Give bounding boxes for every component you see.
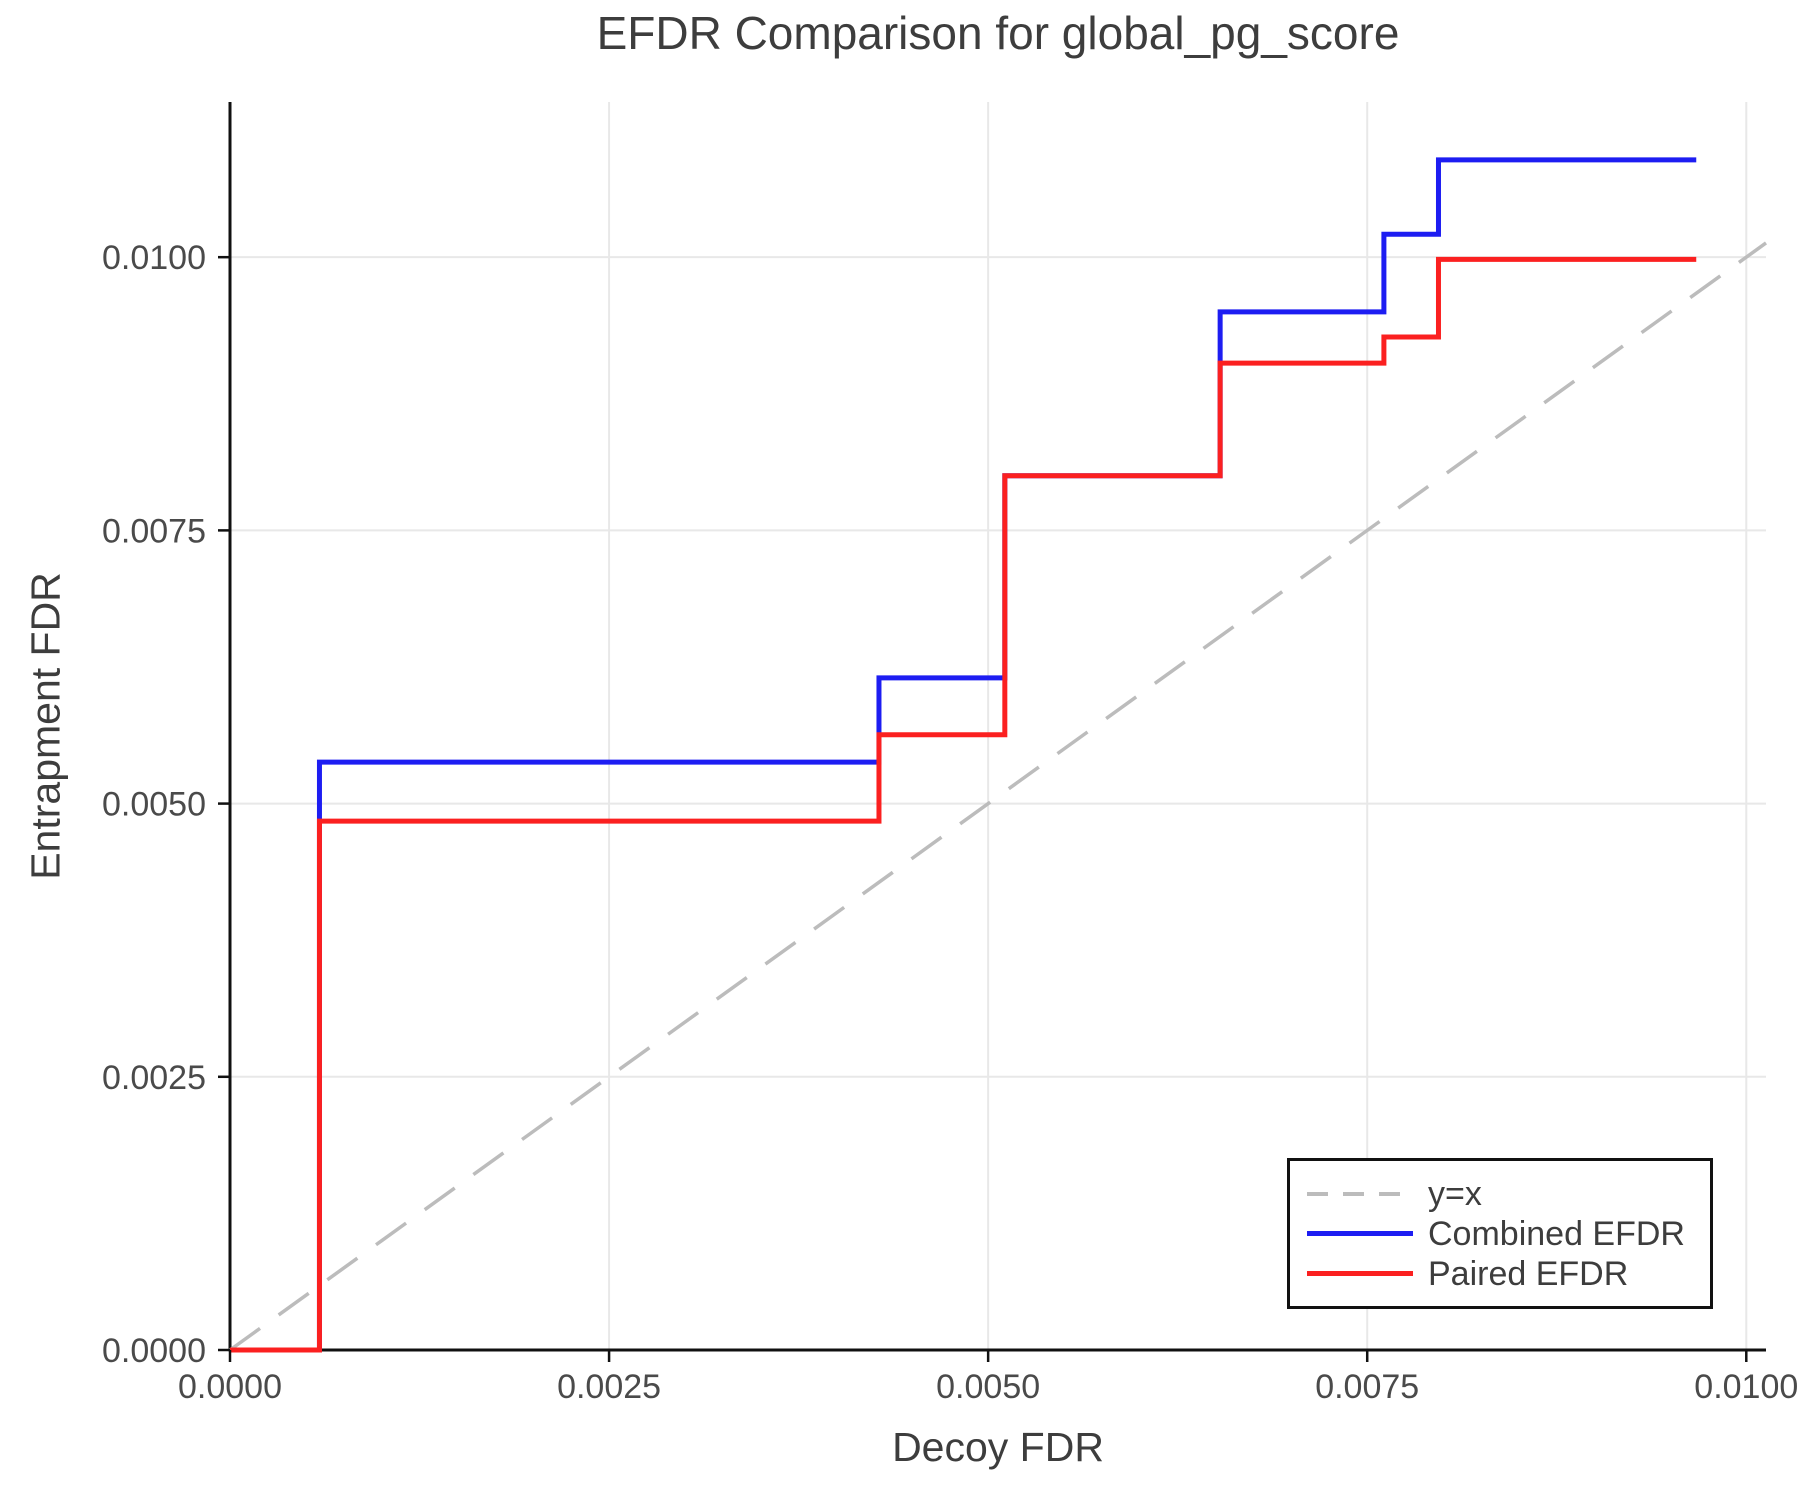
y-tick-label: 0.0025	[102, 1059, 206, 1097]
y-tick-label: 0.0100	[102, 239, 206, 277]
x-tick-label: 0.0025	[557, 1368, 661, 1406]
legend-label: Combined EFDR	[1428, 1214, 1685, 1253]
chart-title: EFDR Comparison for global_pg_score	[596, 7, 1400, 59]
y-tick-label: 0.0050	[102, 786, 206, 824]
legend-sample-dashed-line	[1307, 1191, 1413, 1196]
x-tick-label: 0.0075	[1315, 1368, 1419, 1406]
legend-sample-paired-line	[1307, 1271, 1413, 1276]
legend-row-yx: y=x	[1290, 1175, 1710, 1212]
legend-row-combined: Combined EFDR	[1290, 1215, 1710, 1252]
legend-label: Paired EFDR	[1428, 1254, 1629, 1293]
y-tick-label: 0.0000	[102, 1332, 206, 1370]
series-paired-efdr-line	[230, 256, 1697, 1353]
legend-row-paired: Paired EFDR	[1290, 1255, 1710, 1292]
legend-sample-combined-line	[1307, 1231, 1413, 1236]
y-axis-label: Entrapment FDR	[22, 572, 69, 880]
x-tick-label: 0.0000	[178, 1368, 282, 1406]
series-y-x-line	[228, 241, 1768, 1352]
legend: y=x Combined EFDR Paired EFDR	[1287, 1158, 1713, 1309]
x-tick-label: 0.0100	[1694, 1368, 1798, 1406]
legend-label: y=x	[1428, 1174, 1482, 1213]
x-axis-label: Decoy FDR	[892, 1424, 1104, 1470]
y-tick-label: 0.0075	[102, 512, 206, 550]
x-tick-label: 0.0050	[936, 1368, 1040, 1406]
